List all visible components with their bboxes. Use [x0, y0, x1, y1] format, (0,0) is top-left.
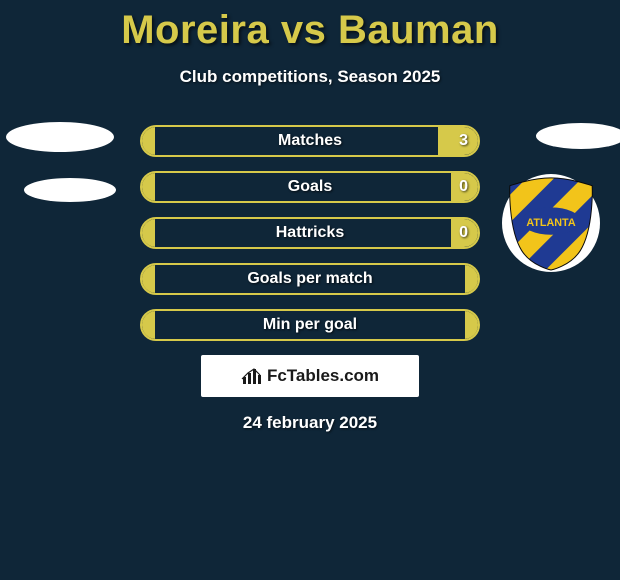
page-title: Moreira vs Bauman [0, 0, 620, 53]
player-right-avatar-1 [536, 123, 620, 149]
stat-label: Goals per match [142, 270, 478, 288]
player-left-avatar-2 [24, 178, 116, 202]
crest-text: ATLANTA [526, 217, 575, 229]
stat-label: Matches [142, 132, 478, 150]
stat-row: Matches3 [140, 125, 480, 157]
stat-row: Goals per match [140, 263, 480, 295]
stat-row: Hattricks0 [140, 217, 480, 249]
player-left-avatar-1 [6, 122, 114, 152]
stat-value-right: 0 [459, 224, 468, 242]
stat-label: Goals [142, 178, 478, 196]
stat-label: Min per goal [142, 316, 478, 334]
stat-row: Min per goal [140, 309, 480, 341]
stat-row: Goals0 [140, 171, 480, 203]
brand-text: FcTables.com [267, 366, 379, 386]
date-label: 24 february 2025 [0, 413, 620, 433]
club-crest-icon: ATLANTA [502, 174, 600, 272]
subtitle: Club competitions, Season 2025 [0, 67, 620, 87]
stat-label: Hattricks [142, 224, 478, 242]
brand-badge: FcTables.com [201, 355, 419, 397]
stat-value-right: 0 [459, 178, 468, 196]
stat-value-right: 3 [459, 132, 468, 150]
stats-list: Matches3Goals0Hattricks0Goals per matchM… [140, 125, 480, 341]
bar-chart-icon [241, 365, 263, 387]
